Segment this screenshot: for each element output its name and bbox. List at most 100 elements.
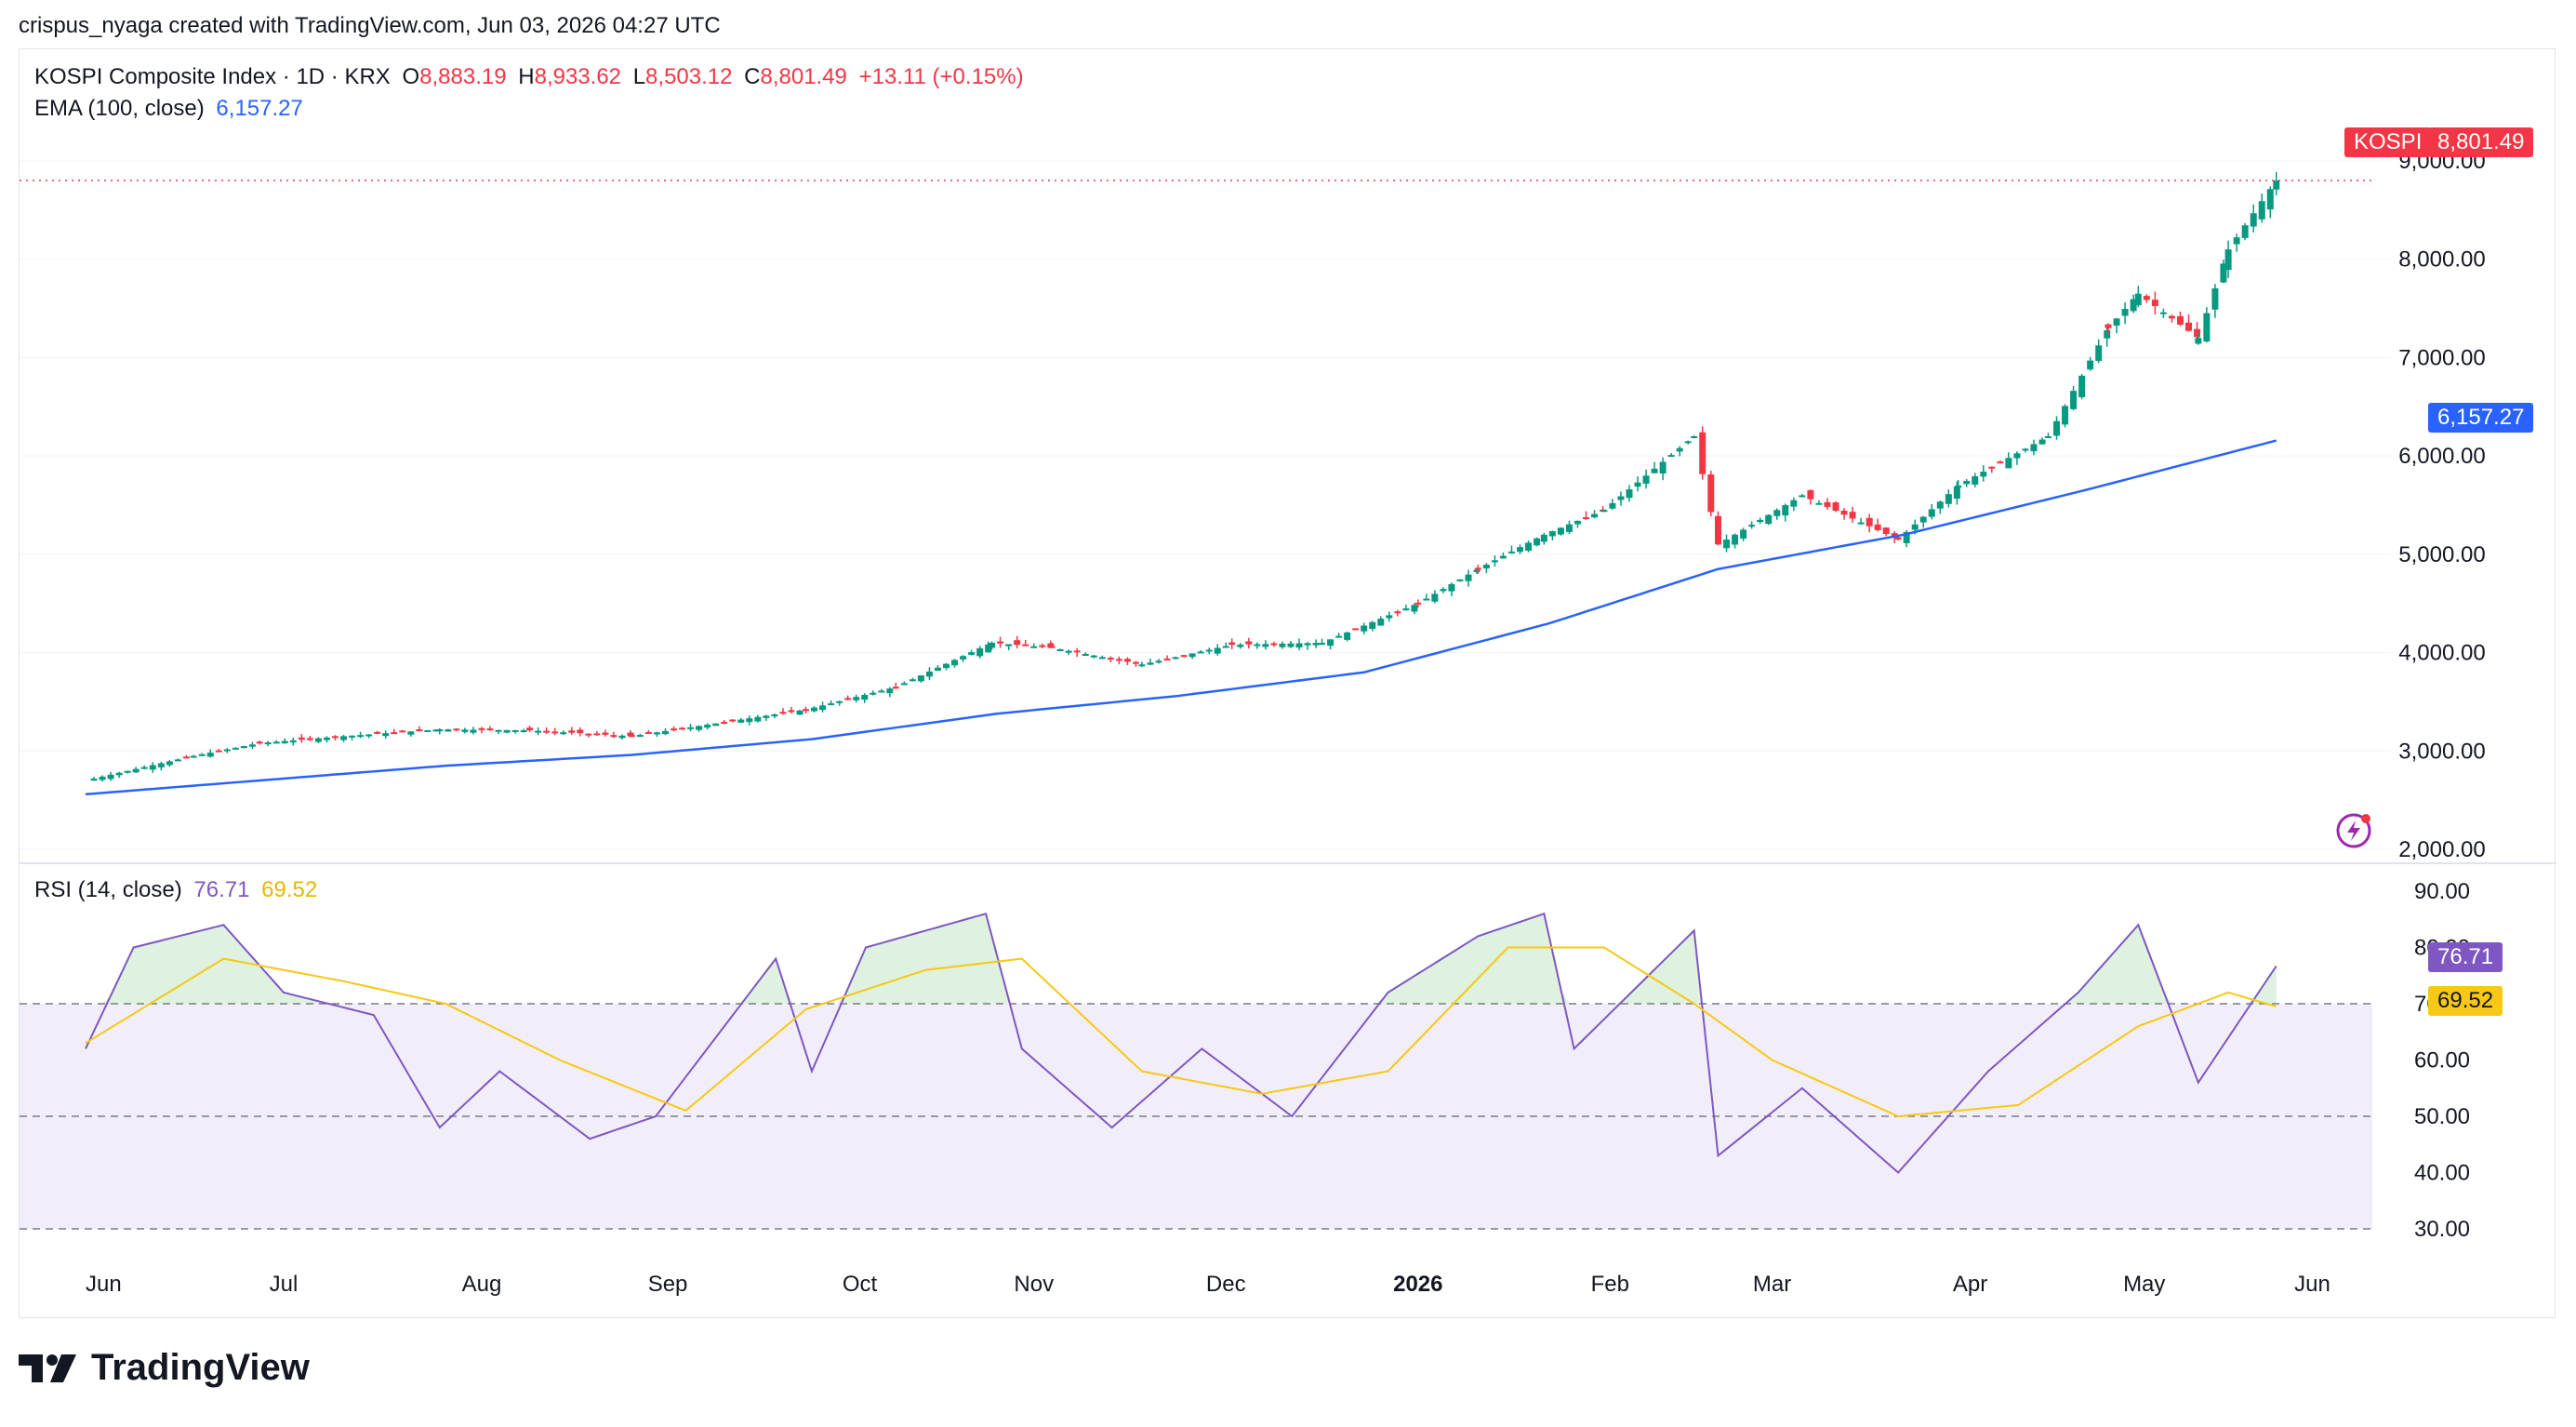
candle-body bbox=[1138, 664, 1146, 667]
candle-body bbox=[407, 731, 415, 735]
candle-body bbox=[836, 700, 843, 703]
candle-body bbox=[2220, 263, 2227, 283]
candle-body bbox=[1659, 461, 1666, 473]
candle-body bbox=[2087, 360, 2094, 370]
rsi-label[interactable]: RSI (14, close) bbox=[34, 877, 182, 902]
x-tick-label: Jun bbox=[2294, 1272, 2330, 1297]
candle-body bbox=[206, 753, 214, 757]
ema-value: 6,157.27 bbox=[216, 96, 303, 121]
candle-body bbox=[306, 738, 313, 740]
symbol-label[interactable]: KOSPI Composite Index · 1D · KRX bbox=[34, 64, 391, 89]
candle-body bbox=[174, 759, 181, 762]
chart-canvas[interactable]: 9,000.008,000.007,000.006,000.005,000.00… bbox=[20, 49, 2556, 1319]
candle-body bbox=[2005, 458, 2012, 469]
candle-body bbox=[1691, 436, 1698, 438]
ema-label[interactable]: EMA (100, close) bbox=[34, 96, 205, 121]
candle-body bbox=[1394, 611, 1401, 614]
candle-body bbox=[1474, 567, 1481, 570]
x-tick-label: May bbox=[2123, 1272, 2165, 1297]
high-label: H bbox=[518, 64, 535, 89]
candle-body bbox=[182, 756, 190, 759]
rsi-overbought-fill bbox=[85, 914, 2277, 1004]
price-tick-label: 4,000.00 bbox=[2398, 641, 2485, 666]
candle-body bbox=[526, 727, 534, 731]
candle-body bbox=[1773, 510, 1781, 516]
candle-body bbox=[1765, 514, 1773, 525]
candle-body bbox=[900, 683, 908, 686]
candle-body bbox=[704, 725, 711, 728]
attribution-text: crispus_nyaga created with TradingView.c… bbox=[19, 13, 721, 38]
candle-body bbox=[340, 736, 348, 740]
candle-body bbox=[925, 671, 933, 677]
x-tick-label: Nov bbox=[1014, 1272, 1054, 1297]
candle-body bbox=[1815, 502, 1823, 505]
candle-body bbox=[2134, 293, 2142, 306]
rsi-legend: RSI (14, close) 76.71 69.52 bbox=[34, 877, 323, 903]
candle-body bbox=[1748, 525, 1756, 527]
candle-body bbox=[1254, 644, 1261, 647]
x-tick-label: Jul bbox=[270, 1272, 299, 1297]
price-tick-label: 7,000.00 bbox=[2398, 345, 2485, 370]
chart-frame: 9,000.00 8,000.00 7,000.00 6,000.00 5,000.00… bbox=[19, 48, 2556, 1318]
candle-body bbox=[2130, 299, 2137, 312]
candle-body bbox=[256, 741, 263, 744]
candle-body bbox=[1295, 643, 1303, 648]
price-tick-label: 6,000.00 bbox=[2398, 444, 2485, 469]
candle-body bbox=[1414, 602, 1422, 605]
candle-body bbox=[1953, 487, 1960, 499]
candle-body bbox=[1465, 574, 1472, 581]
candle-body bbox=[934, 667, 941, 671]
candle-body bbox=[1491, 560, 1498, 563]
x-tick-label: Jun bbox=[86, 1272, 122, 1297]
candle-body bbox=[511, 729, 519, 732]
candle-body bbox=[819, 705, 827, 711]
candle-body bbox=[1386, 615, 1393, 619]
candle-body bbox=[124, 770, 131, 773]
rsi-price-tag: 76.71 bbox=[2428, 942, 2503, 972]
close-label: C bbox=[744, 64, 761, 89]
candle-body bbox=[1548, 531, 1556, 537]
candle-body bbox=[1824, 501, 1831, 507]
candle-body bbox=[157, 763, 165, 767]
candle-body bbox=[1448, 583, 1455, 592]
candle-body bbox=[1557, 527, 1564, 535]
candle-body bbox=[543, 730, 551, 733]
candle-body bbox=[1807, 489, 1814, 500]
candle-body bbox=[1344, 632, 1351, 640]
rsi-tick-label: 50.00 bbox=[2414, 1104, 2470, 1129]
candle-body bbox=[828, 703, 835, 706]
candle-body bbox=[1090, 655, 1097, 658]
candle-body bbox=[968, 652, 976, 655]
candle-body bbox=[687, 727, 695, 729]
candle-body bbox=[1525, 542, 1533, 551]
candle-body bbox=[2250, 213, 2257, 227]
candle-body bbox=[1123, 659, 1131, 662]
candle-body bbox=[1423, 598, 1430, 601]
price-tick-label: 8,000.00 bbox=[2398, 247, 2485, 273]
candle-body bbox=[870, 692, 877, 695]
candle-body bbox=[1667, 455, 1675, 458]
candle-body bbox=[2113, 318, 2120, 326]
candle-body bbox=[844, 698, 852, 700]
candle-body bbox=[2224, 249, 2232, 271]
candle-body bbox=[1270, 643, 1278, 646]
candle-body bbox=[1499, 555, 1507, 559]
candle-body bbox=[198, 754, 206, 756]
lightning-icon[interactable] bbox=[2335, 812, 2372, 849]
candle-body bbox=[1874, 524, 1881, 530]
candle-body bbox=[365, 734, 373, 737]
candle-body bbox=[357, 735, 365, 738]
candle-body bbox=[1517, 547, 1524, 553]
candle-body bbox=[1699, 432, 1706, 474]
candle-body bbox=[1723, 540, 1731, 549]
candle-body bbox=[653, 732, 660, 735]
rsi-value: 76.71 bbox=[193, 877, 250, 902]
candle-body bbox=[1634, 482, 1641, 487]
candle-body bbox=[746, 718, 753, 723]
candle-body bbox=[1866, 517, 1873, 527]
candle-body bbox=[2185, 322, 2193, 331]
candle-body bbox=[1030, 646, 1038, 648]
rsi-ma-line bbox=[85, 946, 2277, 1118]
candle-body bbox=[951, 660, 959, 666]
candle-body bbox=[1214, 647, 1221, 654]
